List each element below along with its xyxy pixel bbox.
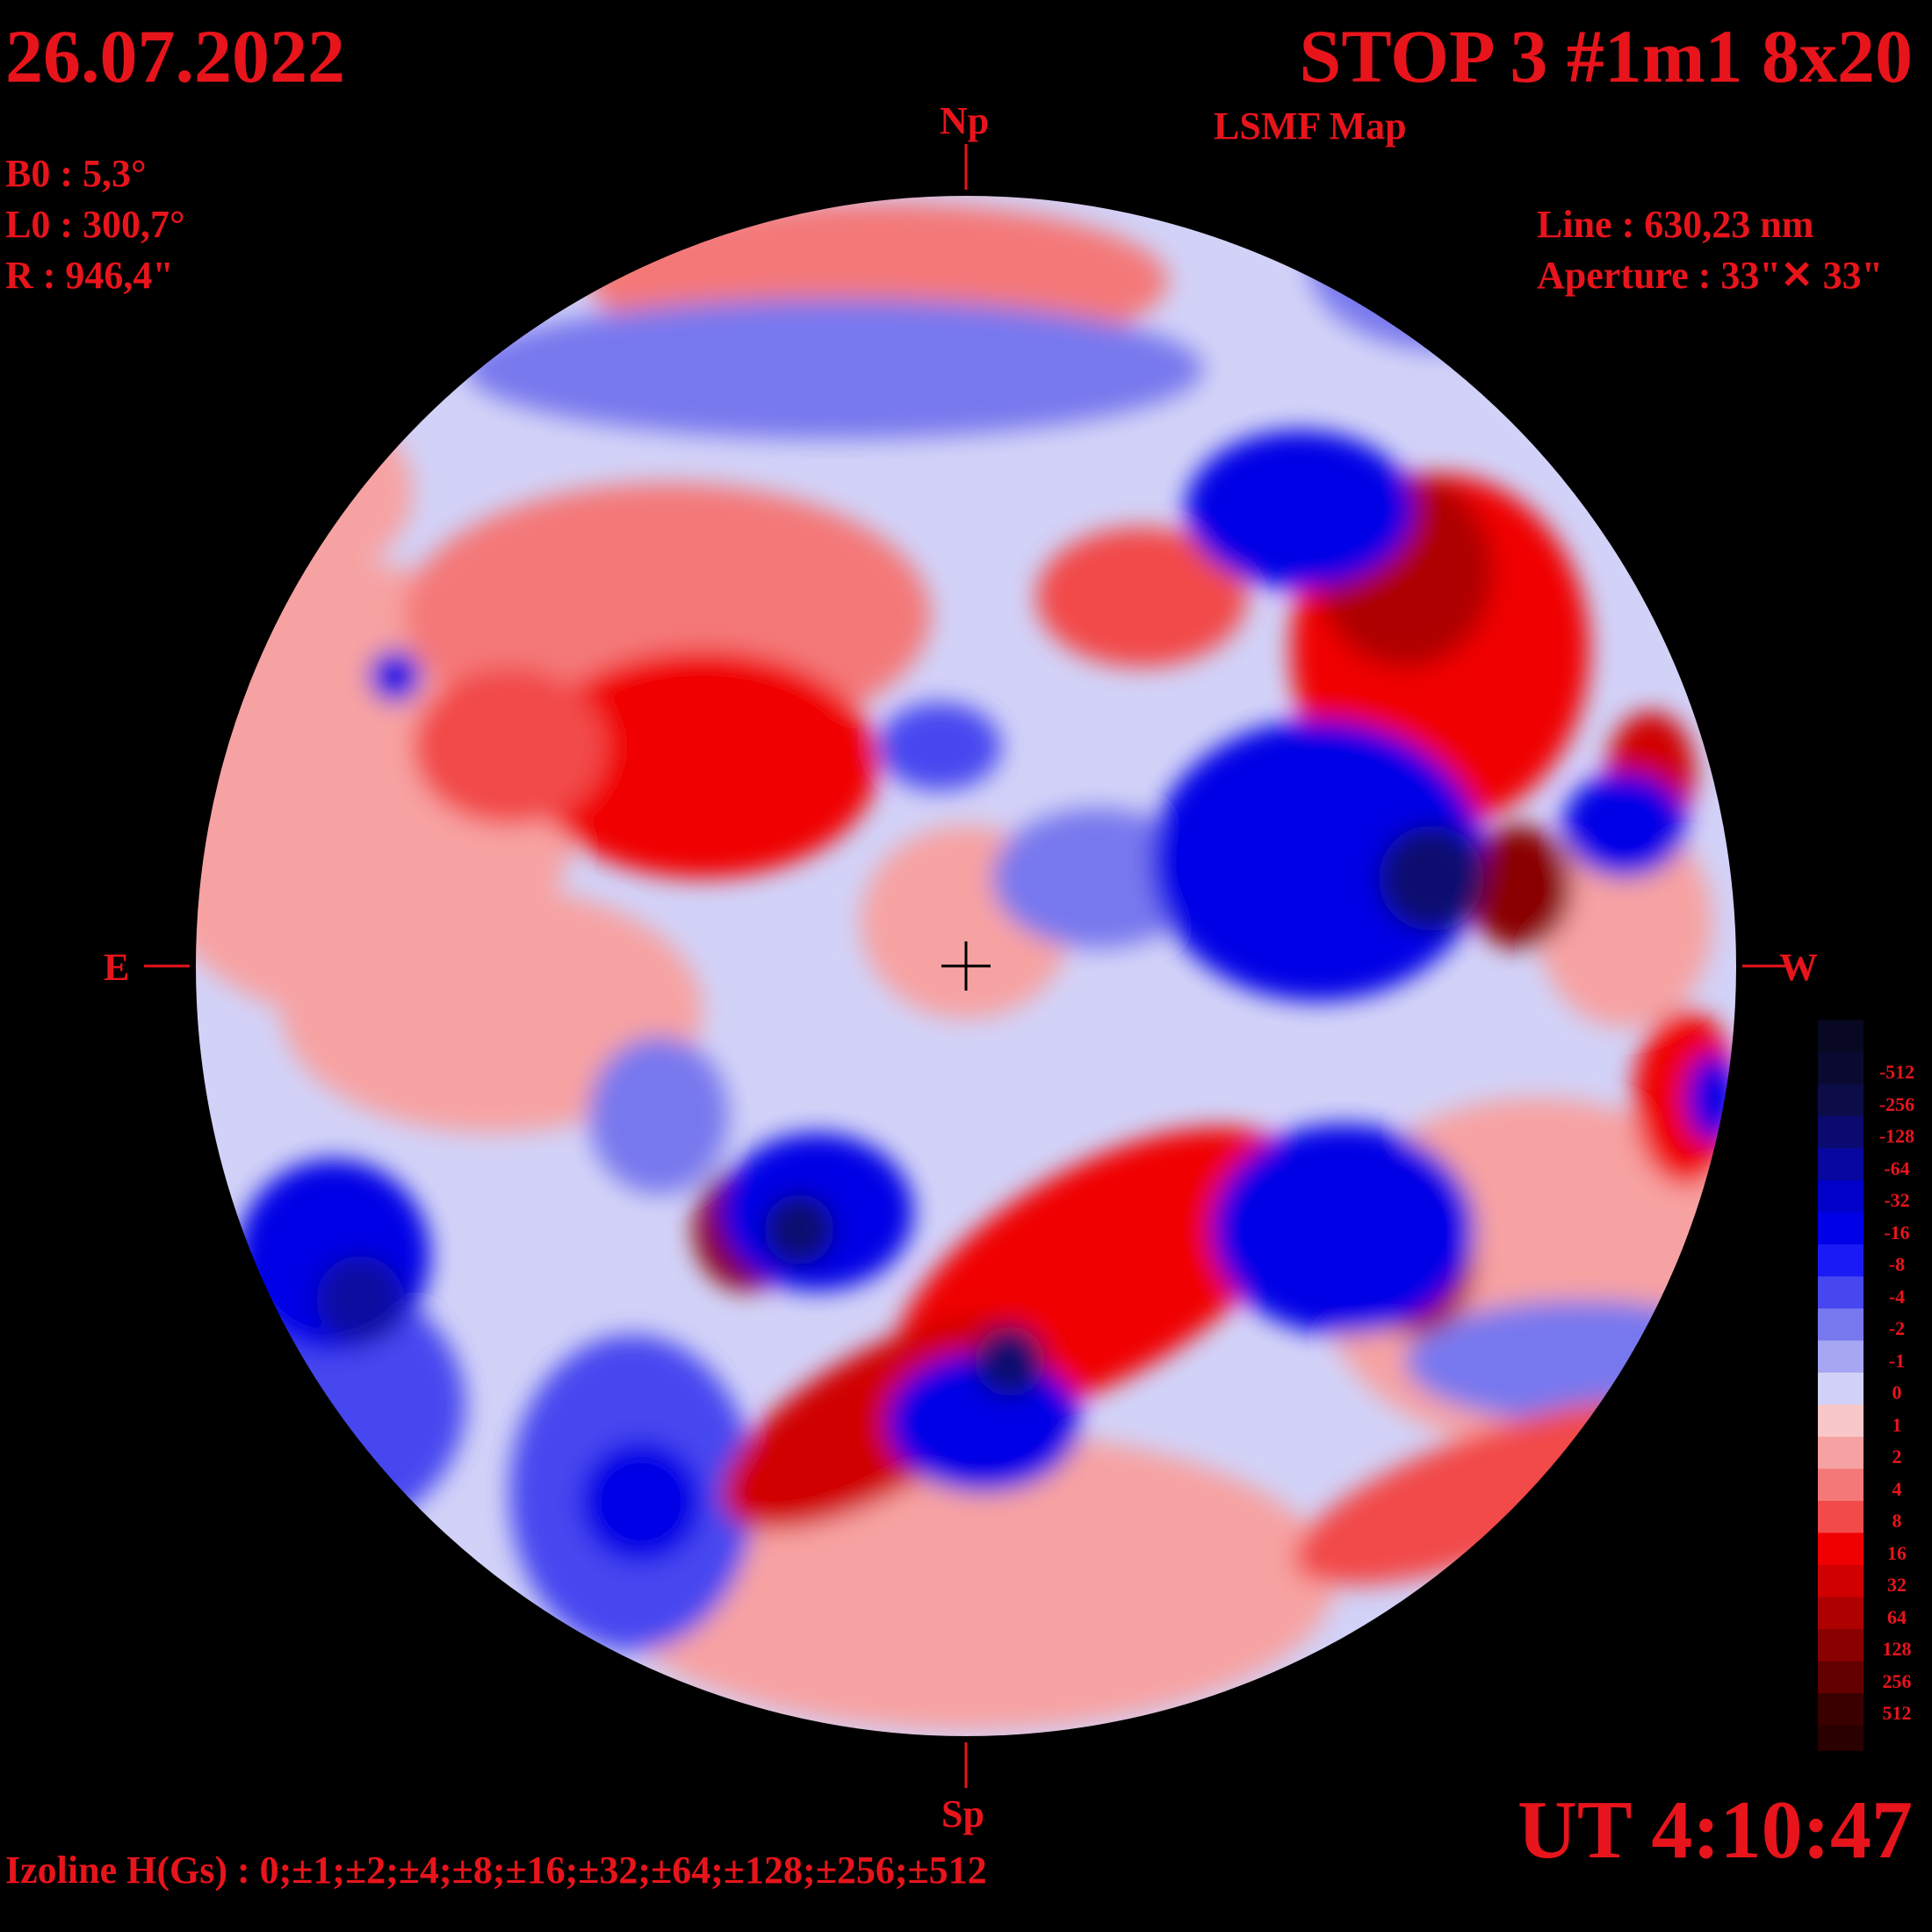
date-label: 26.07.2022 — [5, 14, 345, 98]
colorbar-swatch — [1818, 1052, 1864, 1085]
colorbar-tick-label: 16 — [1887, 1541, 1907, 1564]
colorbar-tick-label: -64 — [1884, 1157, 1910, 1179]
map-subtitle: LSMF Map — [1214, 105, 1407, 148]
colorbar-tick-label: 0 — [1892, 1381, 1902, 1403]
colorbar-swatch — [1818, 1148, 1864, 1181]
colorbar-tick-label: 64 — [1887, 1605, 1907, 1628]
colorbar-tick-label: 1 — [1892, 1413, 1902, 1436]
radius-param: R : 946,4" — [5, 254, 174, 297]
colorbar-swatch — [1818, 1468, 1864, 1502]
colorbar-swatch — [1818, 1597, 1864, 1630]
colorbar-swatch — [1818, 1180, 1864, 1213]
colorbar-swatch — [1818, 1373, 1864, 1405]
center-crosshair — [941, 941, 991, 991]
colorbar-cap-bottom — [1818, 1725, 1864, 1751]
b0-param: B0 : 5,3° — [5, 152, 147, 195]
colorbar-cap-top — [1818, 1020, 1864, 1052]
colorbar-tick-label: 32 — [1887, 1574, 1907, 1596]
east-label: E — [104, 946, 130, 989]
colorbar-swatch — [1818, 1693, 1864, 1726]
line-param: Line : 630,23 nm — [1537, 203, 1814, 246]
colorbar-tick-label: -16 — [1884, 1221, 1910, 1244]
colorbar-swatch — [1818, 1116, 1864, 1149]
izoline-legend: Izoline H(Gs) : 0;±1;±2;±4;±8;±16;±32;±6… — [5, 1849, 987, 1892]
aperture-param: Aperture : 33"✕ 33" — [1537, 254, 1884, 297]
ut-time: UT 4:10:47 — [1517, 1784, 1913, 1876]
colorbar-swatch — [1818, 1437, 1864, 1469]
colorbar-swatch — [1818, 1084, 1864, 1117]
colorbar-tick-label: 2 — [1892, 1445, 1902, 1467]
colorbar — [1818, 1020, 1864, 1751]
colorbar-tick-label: 128 — [1882, 1638, 1912, 1660]
axis-ticks — [144, 144, 1788, 1788]
colorbar-tick-label: -1 — [1888, 1349, 1906, 1372]
colorbar-swatch — [1818, 1276, 1864, 1309]
page-title: STOP 3 #1m1 8x20 — [1299, 14, 1913, 98]
colorbar-swatch — [1818, 1629, 1864, 1662]
colorbar-swatch — [1818, 1501, 1864, 1533]
colorbar-tick-label: 512 — [1882, 1702, 1912, 1724]
l0-param: L0 : 300,7° — [5, 203, 185, 246]
colorbar-swatch — [1818, 1565, 1864, 1597]
colorbar-tick-label: -4 — [1888, 1285, 1906, 1308]
colorbar-tick-label: 256 — [1882, 1669, 1912, 1692]
colorbar-tick-label: -128 — [1878, 1125, 1915, 1147]
colorbar-tick-label: -512 — [1878, 1061, 1915, 1083]
colorbar-tick-label: -32 — [1884, 1189, 1910, 1211]
colorbar-tick-label: -8 — [1888, 1253, 1906, 1275]
colorbar-swatch — [1818, 1244, 1864, 1277]
colorbar-swatch — [1818, 1661, 1864, 1694]
west-label: W — [1779, 946, 1818, 989]
colorbar-tick-label: -2 — [1888, 1317, 1906, 1339]
colorbar-swatch — [1818, 1404, 1864, 1438]
colorbar-swatch — [1818, 1212, 1864, 1245]
colorbar-swatch — [1818, 1340, 1864, 1373]
colorbar-tick-label: -256 — [1878, 1092, 1915, 1115]
south-pole-label: Sp — [941, 1792, 984, 1835]
colorbar-tick-label: 4 — [1892, 1477, 1902, 1500]
colorbar-swatch — [1818, 1532, 1864, 1566]
colorbar-swatch — [1818, 1308, 1864, 1341]
north-pole-label: Np — [940, 99, 990, 142]
colorbar-tick-label: 8 — [1892, 1510, 1902, 1532]
